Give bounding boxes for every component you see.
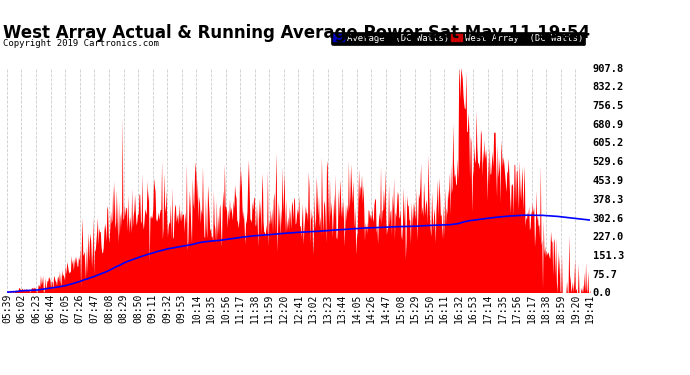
- Text: West Array Actual & Running Average Power Sat May 11 19:54: West Array Actual & Running Average Powe…: [3, 24, 590, 42]
- Legend: Average  (DC Watts), West Array  (DC Watts): Average (DC Watts), West Array (DC Watts…: [331, 32, 585, 45]
- Text: Copyright 2019 Cartronics.com: Copyright 2019 Cartronics.com: [3, 39, 159, 48]
